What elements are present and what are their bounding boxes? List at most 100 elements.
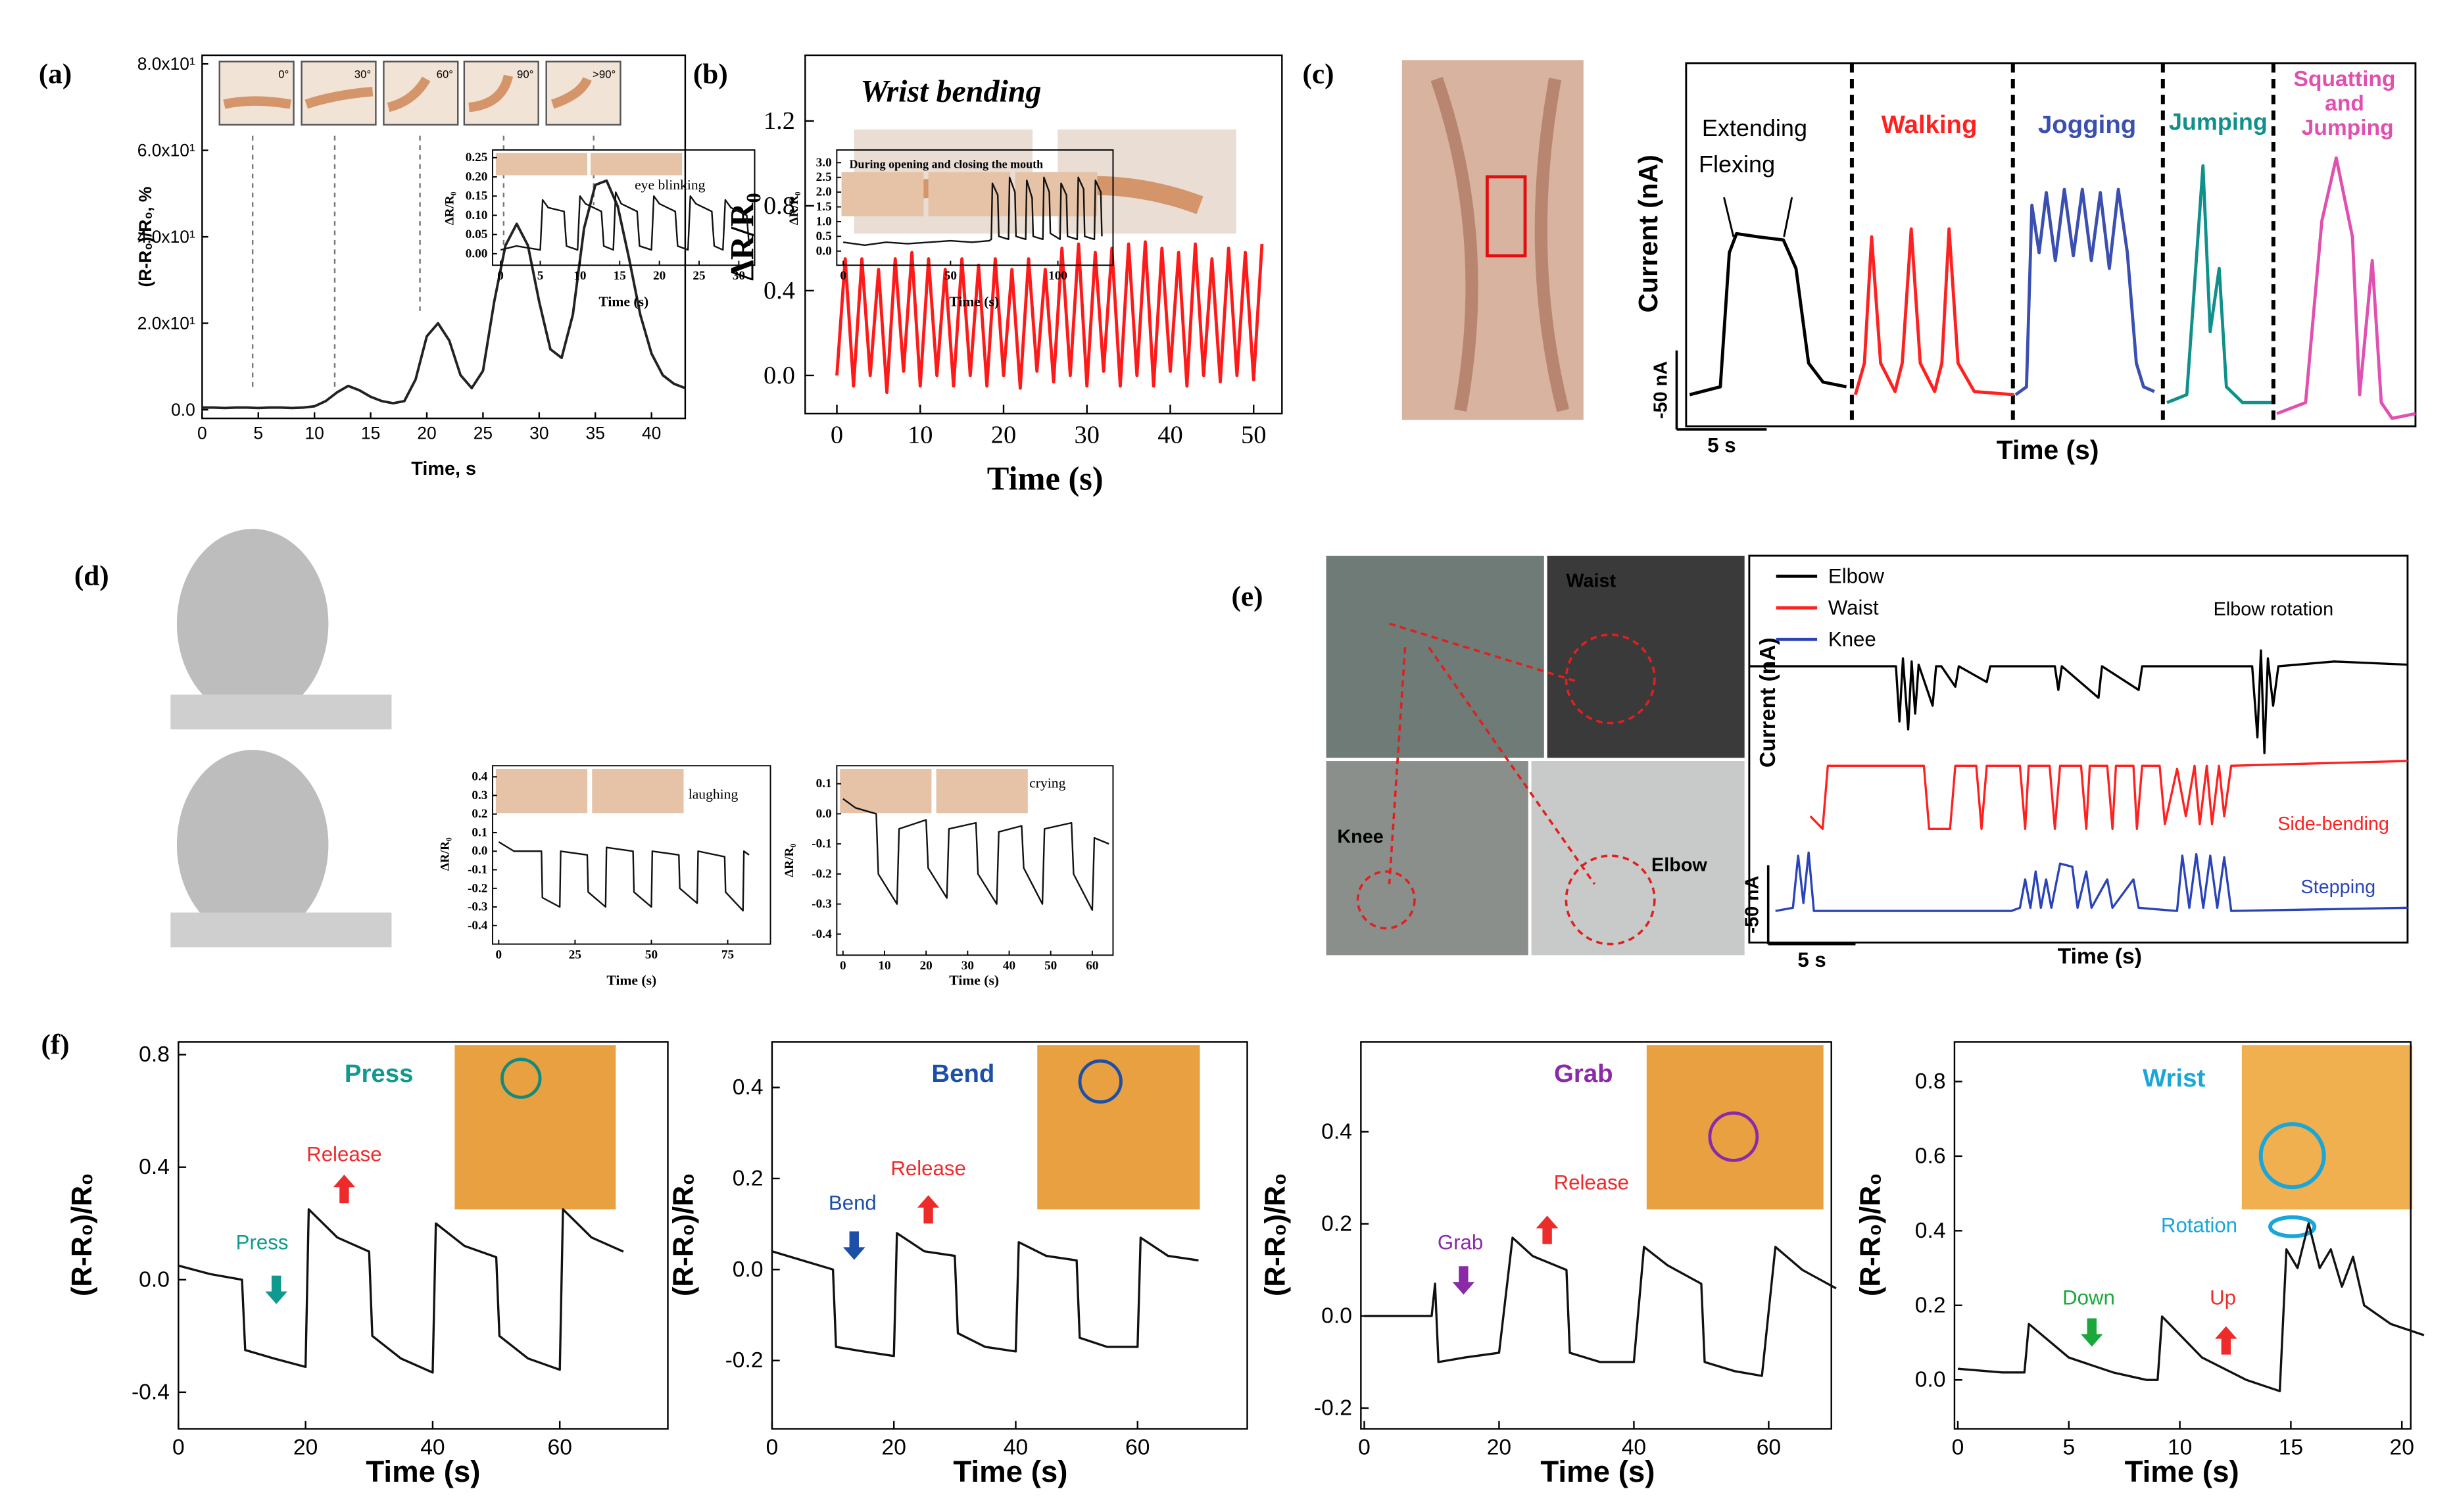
plot-frame <box>492 149 756 266</box>
highlight <box>1708 1111 1759 1162</box>
annotation-line: Jumping <box>2302 115 2394 139</box>
y-tick-label: 1.5 <box>816 200 832 214</box>
highlight <box>500 1058 542 1099</box>
y-tick-label: 1.0 <box>816 214 832 228</box>
panel-label: (b) <box>693 59 728 89</box>
y-tick-label: 0.0 <box>139 1267 170 1292</box>
plot-frame <box>836 149 1114 266</box>
y-tick-label: 2.5 <box>816 170 832 184</box>
plot-frame <box>771 1041 1248 1430</box>
highlight <box>1565 854 1656 946</box>
y-tick-label: 0.4 <box>733 1075 764 1100</box>
x-axis-label: Time (s) <box>2125 1455 2239 1488</box>
divider <box>1849 63 2275 427</box>
y-tick-label: 0.0 <box>764 362 795 389</box>
y-tick-label: 0.5 <box>816 230 832 243</box>
series-line <box>1689 232 1847 397</box>
x-tick-label: 20 <box>920 959 933 973</box>
arrow <box>2215 1326 2237 1355</box>
annotation: Wrist <box>2143 1064 2205 1092</box>
series-line <box>1809 760 2408 830</box>
scale-bar-label: -50 nA <box>1742 875 1763 933</box>
annotation: Side-bending <box>2277 814 2389 835</box>
x-tick-label: 50 <box>1241 422 1266 449</box>
arrow <box>917 1195 940 1224</box>
x-tick-label: 20 <box>653 269 666 283</box>
series-line <box>842 176 1103 247</box>
x-axis-label: Time (s) <box>366 1455 480 1488</box>
photo <box>1547 555 1745 758</box>
y-tick-label: -0.4 <box>812 927 832 941</box>
x-tick-label: 40 <box>642 424 661 443</box>
y-tick-label: 0.1 <box>816 777 832 791</box>
annotation: Bend <box>931 1060 994 1088</box>
y-tick-label: -0.1 <box>468 863 487 877</box>
y-tick-label: 8.0x10¹ <box>137 54 195 74</box>
x-tick-label: 5 <box>253 424 263 443</box>
x-tick-label: 10 <box>908 422 933 449</box>
y-tick-label: 0.6 <box>1915 1144 1946 1168</box>
x-tick-label: 30 <box>733 269 745 283</box>
y-axis-label: (R-R₀)/R₀ <box>1260 1173 1292 1296</box>
x-axis-label: Time (s) <box>949 973 999 988</box>
y-tick-label: 0.4 <box>1915 1219 1946 1243</box>
y-tick-label: 4.0x10¹ <box>137 227 195 247</box>
highlight <box>1565 633 1656 725</box>
elbow-photos <box>218 61 621 387</box>
y-axis-label: (R-R₀)/R₀, % <box>135 187 155 287</box>
annotation: Elbow <box>1651 854 1707 875</box>
x-tick-label: 60 <box>1757 1436 1781 1460</box>
y-tick-label: 0.2 <box>1321 1211 1352 1236</box>
series-line <box>2166 164 2272 404</box>
x-tick-label: 15 <box>361 424 380 443</box>
y-tick-label: -0.2 <box>468 881 487 895</box>
series-line <box>1749 649 2408 754</box>
photo <box>495 769 588 814</box>
shoulder <box>170 912 392 948</box>
x-tick-label: 25 <box>693 269 705 283</box>
series-line <box>1853 227 2014 397</box>
annotation: Release <box>890 1157 965 1180</box>
x-tick-label: 10 <box>304 424 324 443</box>
arrow <box>1536 1215 1559 1244</box>
y-tick-label: 0.4 <box>472 770 487 784</box>
photo <box>840 769 932 814</box>
x-tick-label: 40 <box>1157 422 1182 449</box>
x-tick-label: 20 <box>882 1436 906 1460</box>
annotation: Squatting and Jumping <box>2294 67 2402 140</box>
y-tick-label: 0.8 <box>1915 1069 1946 1094</box>
y-tick-label: -0.4 <box>468 919 488 933</box>
x-tick-label: 50 <box>944 269 957 283</box>
x-tick-label: 0 <box>1358 1436 1371 1460</box>
annotation: During opening and closing the mouth <box>850 158 1044 171</box>
y-tick-label: -0.3 <box>812 897 831 911</box>
annotation: Walking <box>1882 110 1978 139</box>
annotation: Stepping <box>2300 877 2375 898</box>
scale-bar-label: 5 s <box>1707 433 1736 456</box>
series-line <box>2014 187 2155 397</box>
annotation: 90° <box>517 68 533 80</box>
series-line <box>771 1232 1199 1357</box>
photo <box>1646 1045 1824 1209</box>
x-axis-label: Time (s) <box>2058 944 2142 969</box>
annotation: >90° <box>593 68 616 80</box>
y-tick-label: 0.0 <box>1915 1368 1946 1392</box>
x-tick-label: 100 <box>1048 269 1067 283</box>
annotation: 30° <box>354 68 371 80</box>
x-tick-label: 40 <box>1003 959 1015 973</box>
plot-frame <box>1748 554 2409 944</box>
y-tick-label: 0.4 <box>764 277 795 305</box>
y-tick-label: 0.8 <box>139 1042 170 1067</box>
x-tick-label: 35 <box>586 424 605 443</box>
x-tick-label: 0 <box>831 422 843 449</box>
x-axis-label: Time (s) <box>953 1455 1067 1488</box>
y-tick-label: 6.0x10¹ <box>137 141 195 160</box>
x-axis-label: Time (s) <box>606 973 656 988</box>
annotation: Jogging <box>2038 110 2136 139</box>
annotation: Bend <box>829 1192 877 1215</box>
arrow <box>333 1175 356 1204</box>
sensor-box <box>1485 175 1527 258</box>
x-tick-label: 10 <box>573 269 586 283</box>
y-tick-label: 0.4 <box>1321 1119 1352 1144</box>
